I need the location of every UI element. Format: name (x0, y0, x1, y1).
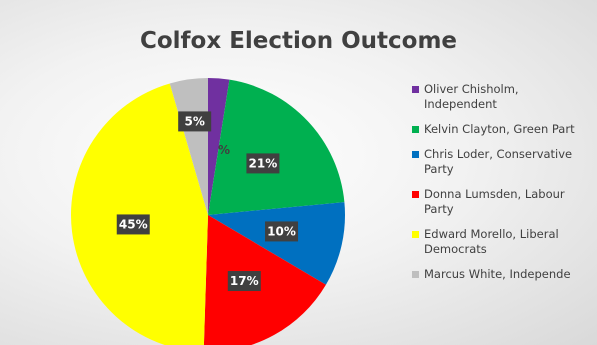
legend-label: Oliver Chisholm, Independent (424, 82, 519, 111)
data-label-chris-loder: 10% (265, 221, 299, 242)
legend-swatch (412, 126, 419, 133)
legend-swatch (412, 86, 419, 93)
data-label-kelvin-clayton: 21% (246, 153, 280, 174)
legend-label: Chris Loder, Conservative Party (424, 147, 573, 176)
data-label-box (227, 271, 261, 292)
legend-label: Donna Lumsden, Labour Party (424, 187, 565, 216)
data-label-text: 17% (230, 274, 259, 288)
pie-slice-oliver-chisholm (208, 78, 230, 215)
legend: Oliver Chisholm, Independent Kelvin Clayt… (412, 82, 597, 292)
legend-label: Edward Morello, Liberal Democrats (424, 227, 559, 256)
pie-slice-chris-loder (208, 202, 345, 285)
data-label-box (246, 153, 280, 174)
legend-item-oliver-chisholm: Oliver Chisholm, Independent (412, 82, 597, 112)
data-label-donna-lumsden: 17% (227, 271, 261, 292)
data-label-text: 5% (184, 114, 204, 128)
legend-item-donna-lumsden: Donna Lumsden, Labour Party (412, 187, 597, 217)
data-label-edward-morello: 45% (116, 214, 150, 235)
legend-swatch (412, 271, 419, 278)
data-label-text: 45% (119, 217, 148, 231)
data-label-marcus-white: 5% (178, 111, 212, 132)
legend-item-edward-morello: Edward Morello, Liberal Democrats (412, 227, 597, 257)
legend-swatch (412, 191, 419, 198)
data-label-box (116, 214, 150, 235)
data-label-oliver-chisholm: % (218, 143, 230, 157)
data-label-box (265, 221, 299, 242)
pie-slice-edward-morello (71, 83, 208, 345)
legend-label: Kelvin Clayton, Green Part (424, 122, 575, 136)
chart-title: Colfox Election Outcome (139, 28, 458, 54)
data-label-box (178, 111, 212, 132)
pie-slice-donna-lumsden (203, 215, 326, 345)
legend-swatch (412, 231, 419, 238)
data-label-text: 21% (249, 156, 278, 170)
legend-label: Marcus White, Independe (424, 267, 571, 281)
legend-swatch (412, 151, 419, 158)
legend-item-kelvin-clayton: Kelvin Clayton, Green Part (412, 122, 597, 137)
data-label-text: 10% (267, 224, 296, 238)
legend-item-marcus-white: Marcus White, Independe (412, 267, 597, 282)
pie-slice-kelvin-clayton (208, 79, 345, 215)
legend-item-chris-loder: Chris Loder, Conservative Party (412, 147, 597, 177)
